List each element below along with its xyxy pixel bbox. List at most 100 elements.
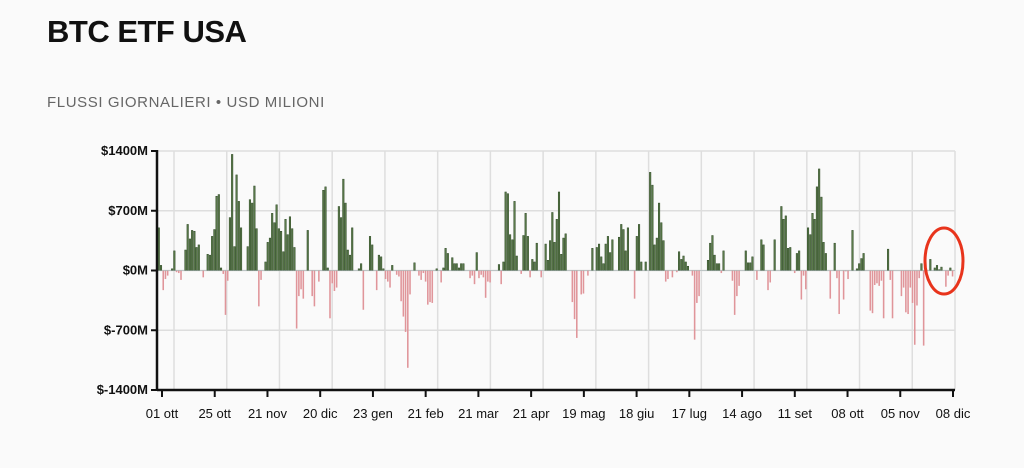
inflow-bar <box>749 262 752 271</box>
inflow-bar <box>718 263 721 271</box>
inflow-bar <box>887 248 890 271</box>
inflow-bar <box>264 261 267 271</box>
outflow-bar <box>916 270 918 306</box>
inflow-bar <box>351 227 354 271</box>
outflow-bar <box>878 270 880 286</box>
y-tick-label: $700M <box>108 203 148 218</box>
inflow-bar <box>237 201 240 271</box>
inflow-bar <box>191 230 194 271</box>
inflow-bar <box>173 250 176 271</box>
inflow-bar <box>293 247 296 271</box>
inflow-bar <box>284 219 287 271</box>
outflow-bar <box>333 270 336 291</box>
inflow-bar <box>940 266 943 271</box>
inflow-bar <box>686 265 689 271</box>
outflow-bar <box>387 270 389 282</box>
inflow-bar <box>746 262 750 271</box>
inflow-bar <box>815 186 818 271</box>
inflow-bar <box>442 267 445 271</box>
inflow-bar <box>460 263 463 271</box>
outflow-bar <box>664 270 667 282</box>
outflow-bar <box>540 270 542 278</box>
outflow-bar <box>484 270 487 298</box>
inflow-bar <box>306 230 309 271</box>
inflow-bar <box>268 237 271 271</box>
inflow-bar <box>644 261 647 271</box>
outflow-bar <box>891 270 894 319</box>
outflow-bar <box>576 270 578 338</box>
inflow-bar <box>193 230 196 271</box>
outflow-bar <box>947 270 949 276</box>
inflow-bar <box>706 260 710 271</box>
inflow-bar <box>684 261 687 271</box>
outflow-bar <box>802 270 805 276</box>
inflow-bar <box>533 261 536 271</box>
outflow-bar <box>767 270 769 291</box>
inflow-bar <box>231 154 234 271</box>
x-tick-label: 08 dic <box>936 406 971 421</box>
inflow-bar <box>342 178 345 271</box>
inflow-bar <box>682 255 685 271</box>
outflow-bar <box>580 270 583 295</box>
outflow-bar <box>402 270 405 317</box>
inflow-bar <box>651 184 654 271</box>
outflow-bar <box>869 270 872 311</box>
inflow-bar <box>324 186 327 271</box>
annotation-circle <box>923 226 965 296</box>
outflow-bar <box>298 270 300 297</box>
outflow-bar <box>400 270 402 302</box>
inflow-bar <box>280 230 283 271</box>
outflow-bar <box>769 270 772 283</box>
outflow-bar <box>736 270 738 297</box>
outflow-bar <box>180 270 182 280</box>
outflow-bar <box>756 270 758 280</box>
inflow-bar <box>546 260 549 271</box>
inflow-bar <box>444 248 447 271</box>
inflow-bar <box>653 244 656 271</box>
inflow-bar <box>197 244 200 271</box>
x-tick-label: 19 mag <box>562 406 605 421</box>
inflow-bar <box>935 265 939 271</box>
outflow-bar <box>902 270 905 288</box>
outflow-bar <box>800 270 803 300</box>
inflow-bar <box>860 258 863 271</box>
inflow-bar <box>509 234 512 271</box>
outflow-bar <box>166 270 169 276</box>
inflow-bar <box>208 254 211 271</box>
outflow-bar <box>793 270 796 274</box>
inflow-bar <box>186 224 189 271</box>
inflow-bar <box>326 267 329 271</box>
inflow-bar <box>531 259 534 271</box>
outflow-bar <box>696 270 698 303</box>
inflow-bar <box>524 213 527 271</box>
inflow-bar <box>551 212 554 271</box>
x-tick-label: 05 nov <box>881 406 921 421</box>
y-tick-label: $0M <box>123 263 148 278</box>
inflow-bar <box>159 265 163 271</box>
inflow-bar <box>217 194 220 271</box>
inflow-bar <box>446 253 449 271</box>
inflow-bar <box>595 247 598 271</box>
x-tick-label: 14 ago <box>722 406 762 421</box>
outflow-bar <box>329 270 331 319</box>
inflow-bar <box>451 257 454 271</box>
outflow-bar <box>398 270 400 277</box>
outflow-bar <box>429 270 431 303</box>
outflow-bar <box>845 270 847 272</box>
outflow-bar <box>489 270 491 283</box>
outflow-bar <box>473 270 476 285</box>
inflow-bar <box>266 242 269 271</box>
outflow-bar <box>838 270 840 315</box>
inflow-bar <box>795 253 798 271</box>
inflow-bar <box>535 242 538 271</box>
inflow-bar <box>522 235 525 271</box>
inflow-bar <box>340 217 343 271</box>
inflow-bar <box>711 235 714 271</box>
inflow-bar <box>606 236 609 271</box>
inflow-bar <box>544 243 547 271</box>
chart-subtitle: FLUSSI GIORNALIERI • USD MILIONI <box>47 94 325 111</box>
outflow-bar <box>829 270 832 299</box>
outflow-bar <box>731 270 734 281</box>
inflow-bar <box>773 239 776 271</box>
outflow-bar <box>202 270 205 278</box>
